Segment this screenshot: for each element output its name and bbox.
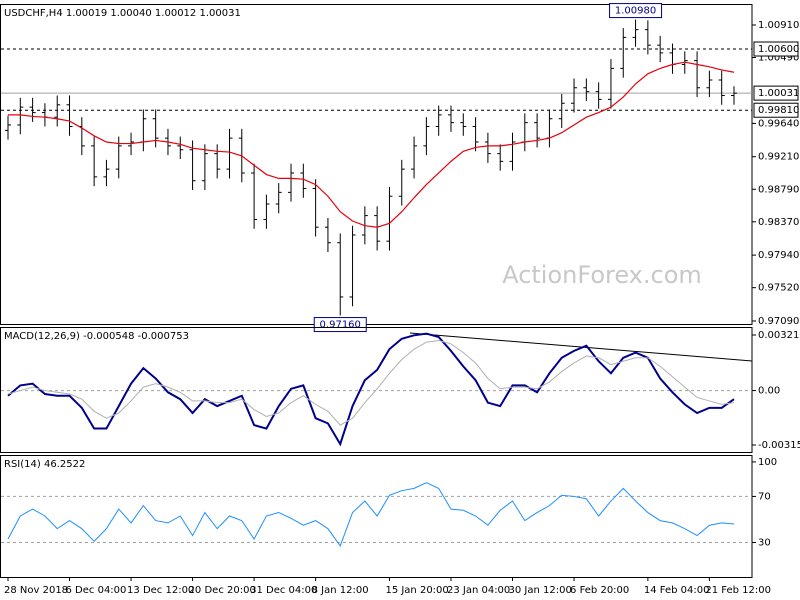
- annotation: 1.00980: [615, 6, 656, 17]
- annotation-box: [313, 317, 367, 333]
- price-label-box: [753, 41, 799, 57]
- annotation-box: [609, 3, 663, 19]
- x-tick-label: 28 Nov 2018: [4, 585, 68, 596]
- x-tick-label: 8 Jan 12:00: [312, 585, 369, 596]
- price-label: 1.00031: [758, 88, 799, 99]
- indicator-line: [7, 332, 735, 447]
- x-tick-label: 30 Jan 12:00: [509, 585, 572, 596]
- x-tick-label: 14 Feb 04:00: [644, 585, 710, 596]
- price-label-box: [753, 102, 799, 118]
- y-tick-label: 0.97940: [758, 250, 799, 261]
- x-tick-label: 6 Feb 20:00: [570, 585, 629, 596]
- x-tick-label: 15 Jan 20:00: [385, 585, 448, 596]
- y-tick-label: 0.99640: [758, 118, 799, 129]
- panel-title: USDCHF,H4 1.00019 1.00040 1.00012 1.0003…: [4, 8, 241, 19]
- y-tick-label: 0.97090: [758, 316, 799, 327]
- x-tick-label: 23 Jan 04:00: [447, 585, 510, 596]
- y-tick-label: 0.00: [758, 386, 780, 397]
- y-tick-label: 70: [758, 491, 771, 502]
- y-tick-label: 0.98370: [758, 217, 799, 228]
- panel-title: RSI(14) 46.2522: [4, 459, 85, 470]
- watermark: ActionForex.com: [502, 261, 702, 289]
- x-tick-label: 21 Feb 12:00: [705, 585, 771, 596]
- price-label: 0.99810: [758, 105, 799, 116]
- price-label: 1.00600: [758, 44, 799, 55]
- y-tick-label: 0.97520: [758, 283, 799, 294]
- y-tick-label: 1.00490: [758, 53, 799, 64]
- price-label-box: [753, 85, 799, 101]
- x-tick-label: 20 Dec 20:00: [189, 585, 256, 596]
- indicator-line: [7, 339, 735, 426]
- panel-title: MACD(12,26,9) -0.000548 -0.000753: [4, 331, 189, 342]
- annotation: 0.97160: [320, 320, 361, 331]
- y-tick-label: 0.99210: [758, 152, 799, 163]
- y-tick-label: -0.003153: [758, 440, 800, 451]
- y-tick-label: 100: [758, 457, 777, 468]
- y-tick-label: 0.003219: [758, 330, 800, 341]
- indicator-line: [7, 482, 735, 547]
- y-tick-label: 1.00910: [758, 20, 799, 31]
- x-tick-label: 6 Dec 04:00: [66, 585, 127, 596]
- y-tick-label: 0.98790: [758, 184, 799, 195]
- panel-frame: [0, 455, 753, 578]
- x-tick-label: 31 Dec 04:00: [250, 585, 317, 596]
- moving-average: [8, 61, 735, 228]
- panel-frame: [0, 327, 753, 453]
- y-tick-label: 30: [758, 537, 771, 548]
- x-tick-label: 13 Dec 12:00: [127, 585, 194, 596]
- panel-frame: [0, 4, 753, 325]
